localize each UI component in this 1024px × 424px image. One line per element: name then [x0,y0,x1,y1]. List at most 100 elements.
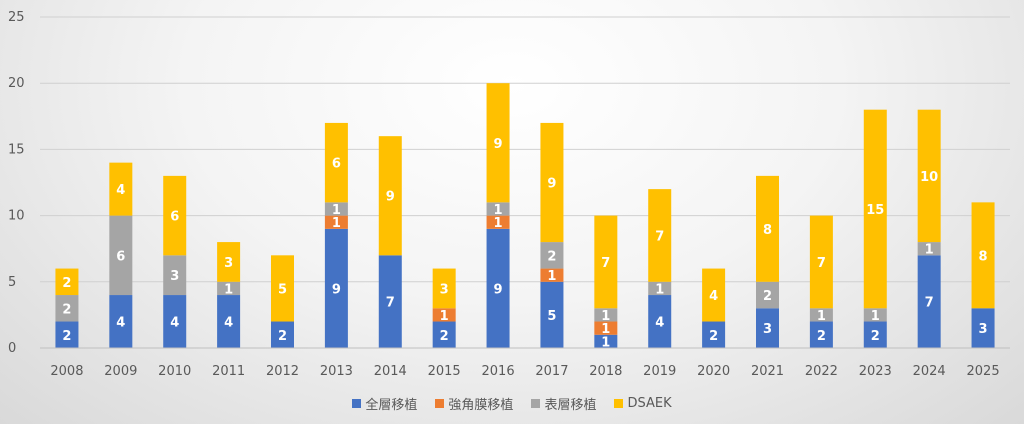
data-label: 2 [547,249,556,264]
x-tick-label: 2025 [967,364,1000,379]
bar-segment [432,321,456,348]
bar-segment [486,215,510,229]
bar-segment [163,175,187,256]
data-label: 4 [116,183,125,198]
legend-item: 表層移植 [531,394,596,413]
legend: 全層移植 強角膜移植 表層移植 DSAEK [0,394,1024,413]
bar-segment [756,175,779,282]
data-label: 9 [494,282,503,297]
legend-swatch [531,399,541,408]
y-tick-label: 20 [8,76,25,91]
x-tick-label: 2015 [428,364,461,379]
bar-segment [917,255,941,348]
x-tick-label: 2021 [751,364,784,379]
data-label: 7 [655,229,664,244]
x-tick-label: 2010 [158,364,191,379]
bar-segment [756,308,779,348]
data-label: 4 [709,289,718,304]
x-tick-label: 2014 [374,364,407,379]
data-label: 9 [386,190,395,205]
bar-segment [917,109,941,243]
data-label: 9 [494,137,503,152]
x-tick-label: 2019 [643,364,676,379]
bar-segment [109,162,133,216]
bar-segment [378,136,402,256]
bar-segment [594,334,618,348]
data-label: 7 [386,296,395,311]
x-tick-label: 2013 [320,364,353,379]
bar-segment [648,295,672,348]
data-label: 2 [763,289,772,304]
bar-segment [540,122,564,243]
data-label: 5 [278,282,287,297]
data-label: 1 [871,309,880,324]
bar-segment [594,321,618,335]
bar-segment [486,202,510,216]
data-label: 9 [547,177,556,192]
bar-segment [486,83,510,203]
x-tick-label: 2020 [697,364,730,379]
x-tick-label: 2017 [535,364,568,379]
x-tick-label: 2011 [212,364,245,379]
bar-segment [809,321,833,348]
bar-segment [540,281,564,348]
x-tick-label: 2024 [913,364,946,379]
legend-item: DSAEK [614,394,672,413]
bar-segment [648,189,672,282]
data-label: 7 [925,296,934,311]
legend-label: 表層移植 [544,398,597,413]
data-label: 2 [62,302,71,317]
y-tick-label: 15 [8,142,25,157]
data-label: 2 [817,329,826,344]
bar-segment [809,215,833,309]
bar-segment [217,295,241,348]
legend-label: 全層移植 [365,398,418,413]
data-label: 9 [332,282,341,297]
data-label: 1 [332,216,341,231]
data-label: 6 [170,210,179,225]
data-label: 3 [979,322,988,337]
x-tick-label: 2023 [859,364,892,379]
data-label: 1 [925,243,934,258]
data-label: 4 [170,316,179,331]
data-label: 7 [817,256,826,271]
legend-swatch [352,399,362,408]
data-label: 1 [224,282,233,297]
data-label: 2 [62,329,71,344]
y-tick-label: 25 [8,10,25,25]
y-tick-label: 0 [8,341,16,356]
data-label: 4 [224,316,233,331]
bar-segment [863,308,887,322]
bar-segment [324,228,348,348]
data-label: 3 [170,269,179,284]
legend-swatch [435,399,445,408]
bar-segment [540,268,564,282]
data-label: 1 [547,269,556,284]
legend-item: 全層移植 [352,394,417,413]
data-label: 8 [763,223,772,238]
data-label: 8 [979,249,988,264]
data-label: 2 [709,329,718,344]
data-label: 4 [655,316,664,331]
bar-segment [271,255,294,322]
bar-segment [809,308,833,322]
bar-segment [648,281,672,296]
x-tick-label: 2018 [589,364,622,379]
bar-segment [324,122,348,203]
legend-label: DSAEK [627,396,672,411]
bar-segment [486,228,510,348]
bar-segment [971,308,995,348]
legend-item: 強角膜移植 [435,394,513,413]
bar-segment [432,308,456,322]
bar-segment [217,281,241,296]
x-tick-label: 2009 [104,364,137,379]
bar-segment [271,321,294,348]
bar-segment [756,281,779,309]
bar-segment [55,321,79,348]
bar-segment [917,242,941,256]
data-label: 1 [817,309,826,324]
data-label: 10 [920,170,938,185]
data-label: 5 [547,309,556,324]
